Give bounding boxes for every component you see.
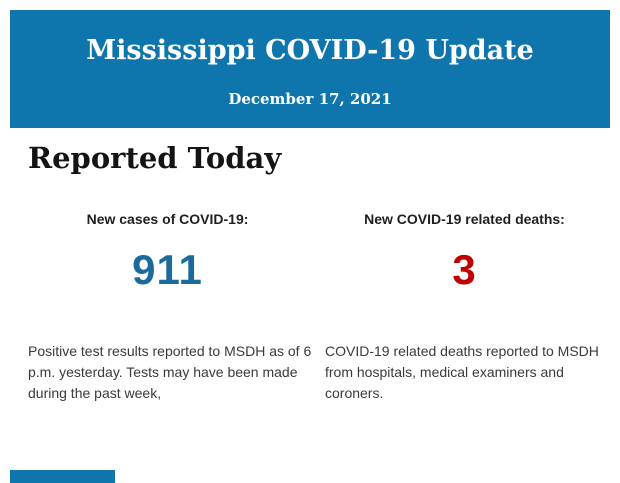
new-cases-value: 911 (132, 246, 203, 293)
new-deaths-description: COVID-19 related deaths reported to MSDH… (325, 343, 599, 401)
new-cases-label: New cases of COVID-19: (86, 211, 249, 227)
page-title: Mississippi COVID-19 Update (86, 35, 534, 67)
new-deaths-label: New COVID-19 related deaths: (364, 211, 565, 227)
new-cases-description: Positive test results reported to MSDH a… (28, 343, 312, 401)
next-section-top-edge (10, 470, 115, 483)
banner: Mississippi COVID-19 Update December 17,… (10, 10, 610, 128)
report-date: December 17, 2021 (228, 89, 392, 108)
section-title: Reported Today (28, 141, 282, 175)
new-deaths-value: 3 (452, 246, 477, 293)
